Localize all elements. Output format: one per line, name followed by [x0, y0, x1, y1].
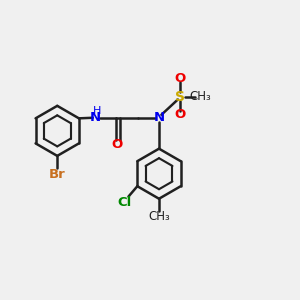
Text: O: O: [175, 72, 186, 85]
Text: S: S: [175, 90, 185, 104]
Text: Cl: Cl: [118, 196, 132, 209]
Text: N: N: [90, 111, 101, 124]
Text: Br: Br: [49, 168, 66, 181]
Text: N: N: [154, 111, 165, 124]
Text: CH₃: CH₃: [148, 211, 170, 224]
Text: O: O: [112, 138, 123, 151]
Text: H: H: [92, 106, 101, 116]
Text: CH₃: CH₃: [189, 90, 211, 103]
Text: O: O: [175, 108, 186, 121]
